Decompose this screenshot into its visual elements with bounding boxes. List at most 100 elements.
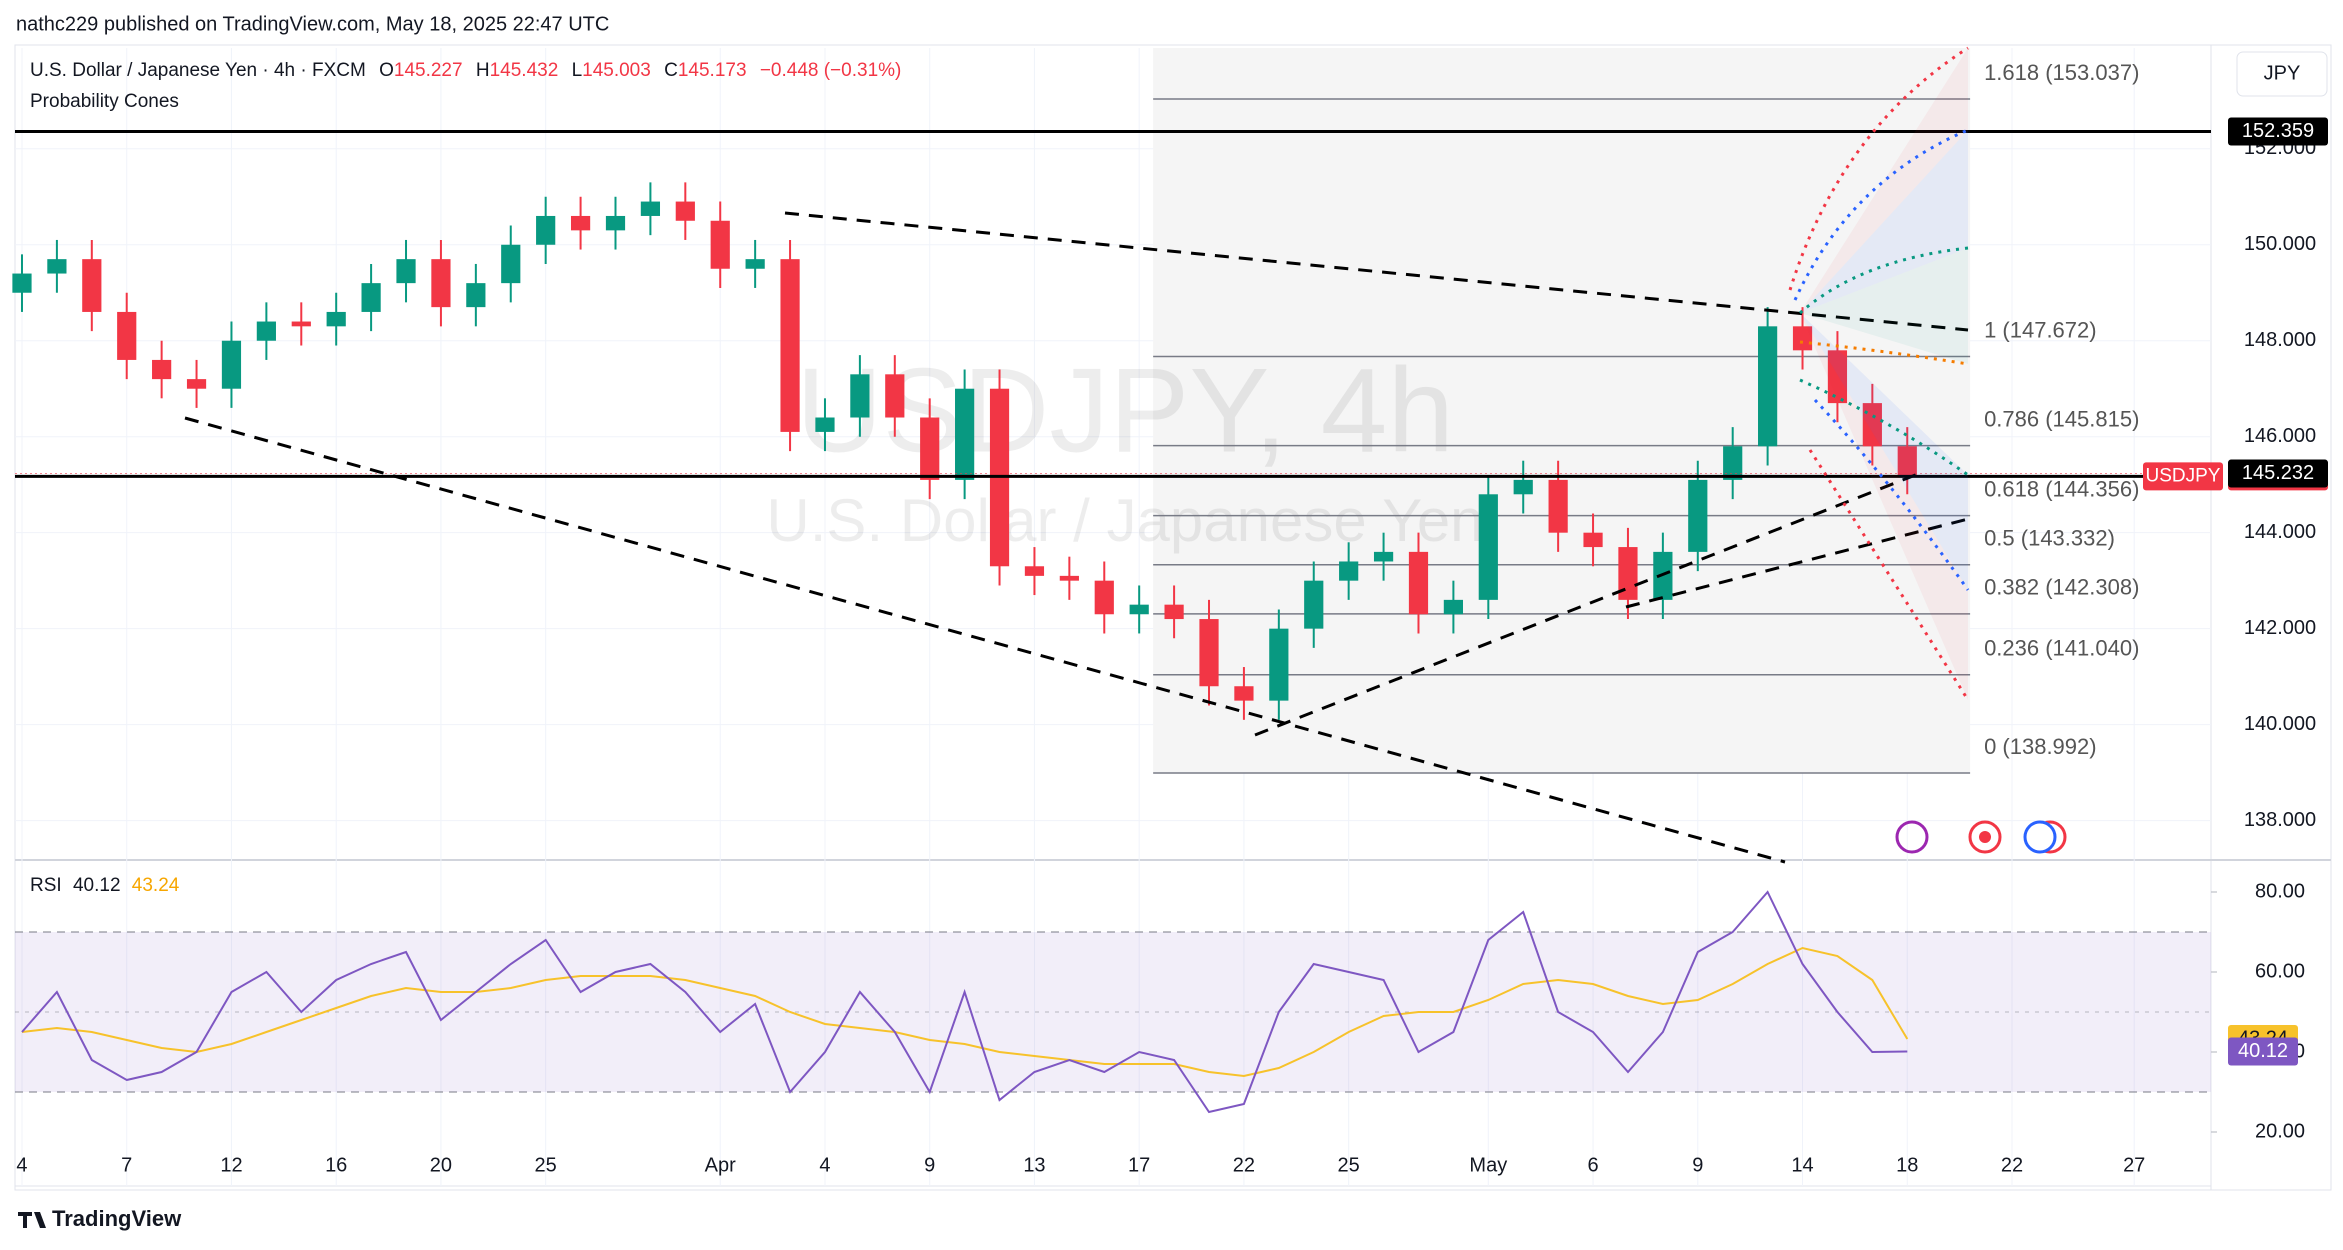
- candle-body: [1792, 326, 1813, 351]
- watermark-subtitle: U.S. Dollar / Japanese Yen: [766, 487, 1483, 554]
- currency-button[interactable]: [2236, 51, 2328, 97]
- icon-lightning[interactable]: [1895, 820, 1929, 854]
- fib-label: 0.236 (141.040): [1984, 636, 2139, 661]
- fib-label: 0.786 (145.815): [1984, 406, 2139, 431]
- indicator-legend: Probability Cones: [30, 91, 179, 112]
- value-label-box: [2228, 1037, 2298, 1066]
- candle-body: [780, 259, 800, 432]
- candle-body: [675, 201, 695, 221]
- candle-body: [570, 215, 591, 231]
- quote-value: 145.227: [394, 60, 463, 81]
- quote-value: 145.432: [490, 60, 559, 81]
- candle-body: [1478, 494, 1498, 600]
- rsi-value: 40.12: [73, 875, 121, 896]
- x-tick-label: 27: [2123, 1154, 2145, 1176]
- candle-body: [291, 321, 311, 327]
- candle-body: [1129, 604, 1149, 615]
- candle-body: [815, 417, 835, 432]
- cone-fill: [1800, 313, 1968, 700]
- candle-body: [885, 374, 905, 418]
- candle-body: [1373, 551, 1394, 562]
- rsi-line: [21, 890, 1908, 1114]
- x-tick-label: 18: [1896, 1154, 1918, 1176]
- candle-body: [1758, 326, 1778, 447]
- x-tick-label: 14: [1791, 1154, 1813, 1176]
- candle-body: [1059, 575, 1079, 581]
- symbol-label-box: [2143, 462, 2223, 491]
- cone-line: [1799, 246, 1969, 315]
- trendline: [184, 416, 1786, 864]
- y-tick-label: 60.00: [2255, 960, 2305, 982]
- rsi-ma-value: 43.24: [132, 875, 180, 896]
- rsi-legend: RSI 40.12 43.24: [30, 875, 180, 896]
- currency-label[interactable]: JPY: [2264, 62, 2301, 84]
- cone-fill: [1800, 248, 1968, 364]
- x-tick-label: 20: [430, 1154, 452, 1176]
- candle-body: [12, 273, 32, 293]
- quote-value: 145.003: [582, 60, 651, 81]
- candle-body: [117, 311, 137, 360]
- x-tick-label: 4: [16, 1154, 27, 1176]
- x-tick-label: Apr: [705, 1154, 736, 1176]
- x-tick-label: 16: [325, 1154, 347, 1176]
- trendline: [1625, 517, 1969, 609]
- candle-body: [396, 259, 416, 284]
- icon-flag[interactable]: [2023, 820, 2057, 854]
- brand: TradingView: [52, 1206, 182, 1231]
- candle-body: [850, 374, 870, 418]
- candle-body: [1199, 619, 1219, 687]
- x-tick-label: 9: [1692, 1154, 1703, 1176]
- x-tick-label: 6: [1587, 1154, 1598, 1176]
- candle-body: [256, 321, 276, 341]
- candle-body: [1548, 479, 1568, 533]
- x-tick-label: 22: [1233, 1154, 1255, 1176]
- candle-body: [1827, 350, 1848, 404]
- rsi-name: RSI: [30, 875, 62, 896]
- price-label: 145.232: [2242, 462, 2314, 484]
- price-label-box: [2228, 117, 2328, 146]
- y-tick-label: 140.000: [2244, 713, 2316, 735]
- fib-area: [1153, 48, 1971, 774]
- quote-key: O: [379, 60, 394, 81]
- x-tick-label: May: [1469, 1154, 1507, 1176]
- quote-key: H: [476, 60, 490, 81]
- candle-body: [955, 388, 975, 480]
- y-tick-label: 20.00: [2255, 1120, 2305, 1142]
- candle-body: [1897, 446, 1917, 476]
- candle-body: [640, 201, 661, 216]
- y-tick-label: 80.00: [2255, 880, 2305, 902]
- quote-key: L: [572, 60, 583, 81]
- x-tick-label: 25: [535, 1154, 557, 1176]
- fib-label: 1.618 (153.037): [1984, 60, 2139, 85]
- cone-line: [1793, 128, 1969, 301]
- cone-fill: [1800, 48, 1968, 313]
- candle-body: [1862, 403, 1882, 447]
- icon-record-dot: [1979, 831, 1991, 843]
- chart-frame: [14, 44, 2332, 1191]
- fib-label: 1 (147.672): [1984, 317, 2097, 342]
- trendline: [784, 211, 1969, 332]
- candle-body: [326, 311, 346, 327]
- fib-label: 0 (138.992): [1984, 734, 2097, 759]
- background-layer: [15, 48, 2217, 1186]
- quote-value: 145.173: [678, 60, 747, 81]
- candle-body: [431, 259, 451, 308]
- candle-body: [186, 379, 207, 389]
- y-tick-label: 144.000: [2244, 521, 2316, 543]
- x-tick-label: 7: [121, 1154, 132, 1176]
- probability-cones: [1788, 46, 1970, 701]
- cone-line: [1813, 398, 1970, 591]
- candle-body: [152, 359, 172, 380]
- quote-change: −0.448 (−0.31%): [760, 60, 902, 81]
- published-note: nathc229 published on TradingView.com, M…: [16, 13, 609, 35]
- candle-body: [1723, 446, 1743, 480]
- x-tick-label: 25: [1338, 1154, 1360, 1176]
- cone-line: [1808, 449, 1970, 701]
- trendlines: [184, 211, 1969, 864]
- icon-record[interactable]: [1968, 820, 2002, 854]
- symbol: U.S. Dollar / Japanese Yen · 4h · FXCM: [30, 60, 366, 81]
- candle-body: [1618, 547, 1638, 600]
- cone-fill: [1800, 313, 1968, 590]
- candle-body: [1164, 604, 1184, 620]
